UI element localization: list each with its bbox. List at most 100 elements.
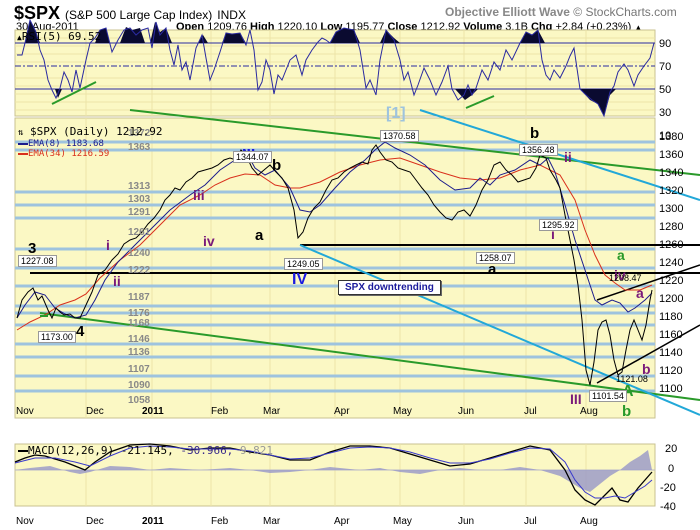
svg-text:a: a xyxy=(488,261,497,278)
svg-text:i: i xyxy=(106,237,110,253)
callout-1295: 1295.92 xyxy=(539,219,578,231)
svg-text:Feb: Feb xyxy=(211,516,229,527)
svg-text:1187: 1187 xyxy=(128,292,150,303)
bars-icon: ⇅ xyxy=(18,128,24,138)
svg-text:[1]: [1] xyxy=(386,105,406,122)
brand: Objective Elliott Wave © StockCharts.com xyxy=(445,5,677,19)
svg-text:3: 3 xyxy=(28,240,36,257)
exchange: INDX xyxy=(217,8,246,22)
svg-text:1058: 1058 xyxy=(128,395,151,406)
macd-hist-value: 9.821 xyxy=(239,444,274,457)
callout-1101: 1101.54 xyxy=(589,390,627,402)
svg-text:1360: 1360 xyxy=(659,149,683,161)
source-label: Objective Elliott Wave xyxy=(445,5,570,19)
svg-text:ii: ii xyxy=(113,273,121,289)
ema34-legend: EMA(34) 1216.59 xyxy=(18,149,109,159)
svg-text:III: III xyxy=(570,391,582,407)
ema34-text: EMA(34) 1216.59 xyxy=(28,149,110,159)
svg-text:a: a xyxy=(636,285,644,301)
svg-text:1140: 1140 xyxy=(659,347,683,359)
svg-text:10: 10 xyxy=(659,130,671,142)
svg-text:iv: iv xyxy=(614,267,626,283)
svg-text:50: 50 xyxy=(659,84,671,96)
svg-text:0: 0 xyxy=(668,463,674,475)
x-axis-mid: Nov Dec 2011 Feb Mar Apr May Jun Jul Aug xyxy=(16,406,598,417)
svg-text:1222: 1222 xyxy=(128,265,151,276)
macd-panel xyxy=(14,443,656,507)
svg-text:1176: 1176 xyxy=(128,308,150,319)
svg-text:1090: 1090 xyxy=(128,380,151,391)
svg-text:Jul: Jul xyxy=(524,406,537,417)
svg-text:1372: 1372 xyxy=(128,128,151,139)
macd-label: MACD(12,26,9) xyxy=(28,444,115,457)
symbol: $SPX xyxy=(14,3,61,23)
macd-legend: MACD(12,26,9) -21.145, -30.966, 9.821 xyxy=(18,444,273,457)
callout-1121: 1121.08 xyxy=(616,374,648,384)
callout-1227: 1227.08 xyxy=(18,255,57,267)
svg-text:a: a xyxy=(255,227,264,244)
svg-text:1180: 1180 xyxy=(659,311,683,323)
svg-text:b: b xyxy=(642,361,651,377)
price-legend: ⇅ $SPX (Daily) 1212.92 xyxy=(18,125,163,138)
callout-1208: 1208.47 xyxy=(609,273,642,283)
macd-swatch xyxy=(18,450,28,452)
svg-text:1136: 1136 xyxy=(128,347,150,358)
chart-title: $SPX (S&P 500 Large Cap Index) INDX xyxy=(14,3,246,24)
svg-text:1261: 1261 xyxy=(128,227,151,238)
svg-text:90: 90 xyxy=(659,38,671,50)
svg-text:Apr: Apr xyxy=(334,516,350,527)
callout-1173: 1173.00 xyxy=(38,331,76,343)
svg-text:IV: IV xyxy=(292,271,307,288)
svg-text:2011: 2011 xyxy=(142,516,164,527)
svg-text:1107: 1107 xyxy=(128,364,150,375)
svg-text:b: b xyxy=(622,403,631,420)
up-arrow-icon: ▲ xyxy=(634,23,643,32)
svg-text:1100: 1100 xyxy=(659,383,683,395)
svg-text:1313: 1313 xyxy=(128,181,151,192)
ema8-text: EMA(8) 1183.68 xyxy=(28,139,104,149)
downtrend-annotation: SPX downtrending xyxy=(338,280,441,295)
svg-text:1168: 1168 xyxy=(128,318,150,329)
svg-text:1146: 1146 xyxy=(128,334,150,345)
svg-text:2011: 2011 xyxy=(142,406,164,417)
callout-1356: 1356.48 xyxy=(519,144,558,156)
svg-text:Aug: Aug xyxy=(580,406,598,417)
svg-text:Dec: Dec xyxy=(86,406,104,417)
macd-value: -21.145, xyxy=(120,444,174,457)
svg-text:Feb: Feb xyxy=(211,406,229,417)
svg-text:1120: 1120 xyxy=(659,365,683,377)
svg-text:4: 4 xyxy=(76,323,85,340)
svg-text:30: 30 xyxy=(659,107,671,119)
svg-text:1280: 1280 xyxy=(659,221,683,233)
svg-text:ii: ii xyxy=(564,149,572,165)
svg-text:20: 20 xyxy=(665,443,677,455)
x-axis-bottom: Nov Dec 2011 Feb Mar Apr May Jun Jul Aug xyxy=(16,516,598,527)
rsi-legend: ▲RSI(5) 69.52 xyxy=(17,30,101,43)
index-name: (S&P 500 Large Cap Index) xyxy=(65,8,213,22)
macd-axis: 20 0 -20 -40 xyxy=(660,443,677,513)
svg-text:May: May xyxy=(393,516,412,527)
svg-text:Jun: Jun xyxy=(458,406,474,417)
svg-text:-40: -40 xyxy=(660,501,676,513)
svg-text:1380: 1380 xyxy=(659,131,683,143)
svg-text:Apr: Apr xyxy=(334,406,350,417)
svg-text:iii: iii xyxy=(193,187,205,203)
svg-text:1320: 1320 xyxy=(659,185,683,197)
svg-text:b: b xyxy=(272,157,281,174)
rsi-legend-text: RSI(5) 69.52 xyxy=(21,30,102,43)
level-labels: 1372 1363 1313 1303 1291 1261 1240 1222 … xyxy=(128,128,151,406)
rsi-panel xyxy=(14,18,656,118)
svg-text:1363: 1363 xyxy=(128,142,151,153)
svg-text:1291: 1291 xyxy=(128,207,151,218)
svg-text:a: a xyxy=(617,247,625,263)
price-panel xyxy=(14,109,700,419)
svg-text:1240: 1240 xyxy=(128,248,151,259)
callout-1249: 1249.05 xyxy=(284,258,323,270)
price-axis: 1380 1360 1340 1320 1300 1280 1260 1240 … xyxy=(659,131,683,395)
ema8-swatch xyxy=(18,142,28,145)
svg-text:Mar: Mar xyxy=(263,516,281,527)
svg-text:Dec: Dec xyxy=(86,516,104,527)
svg-text:Nov: Nov xyxy=(16,406,34,417)
ema34-swatch xyxy=(18,152,28,155)
svg-text:i: i xyxy=(551,226,555,242)
